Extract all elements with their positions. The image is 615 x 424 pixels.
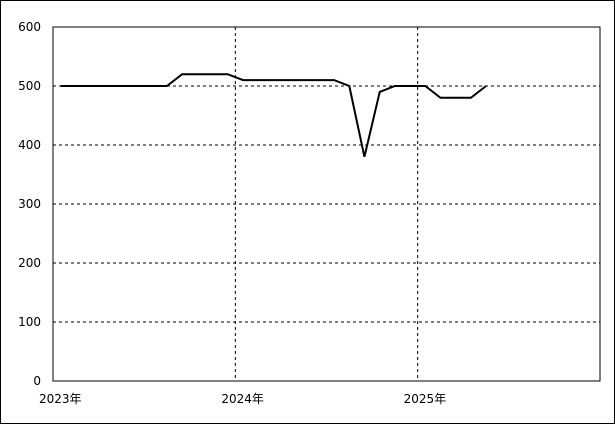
- y-tick-label: 400: [18, 138, 41, 152]
- y-tick-label: 300: [18, 197, 41, 211]
- x-tick-label: 2024年: [221, 392, 264, 406]
- y-tick-label: 500: [18, 79, 41, 93]
- y-tick-label: 0: [33, 374, 41, 388]
- plot-area: [52, 26, 601, 382]
- x-tick-label: 2023年: [39, 392, 82, 406]
- x-tick-label: 2025年: [404, 392, 447, 406]
- y-tick-label: 100: [18, 315, 41, 329]
- y-tick-label: 200: [18, 256, 41, 270]
- line: [60, 73, 487, 158]
- y-tick-label: 600: [18, 20, 41, 34]
